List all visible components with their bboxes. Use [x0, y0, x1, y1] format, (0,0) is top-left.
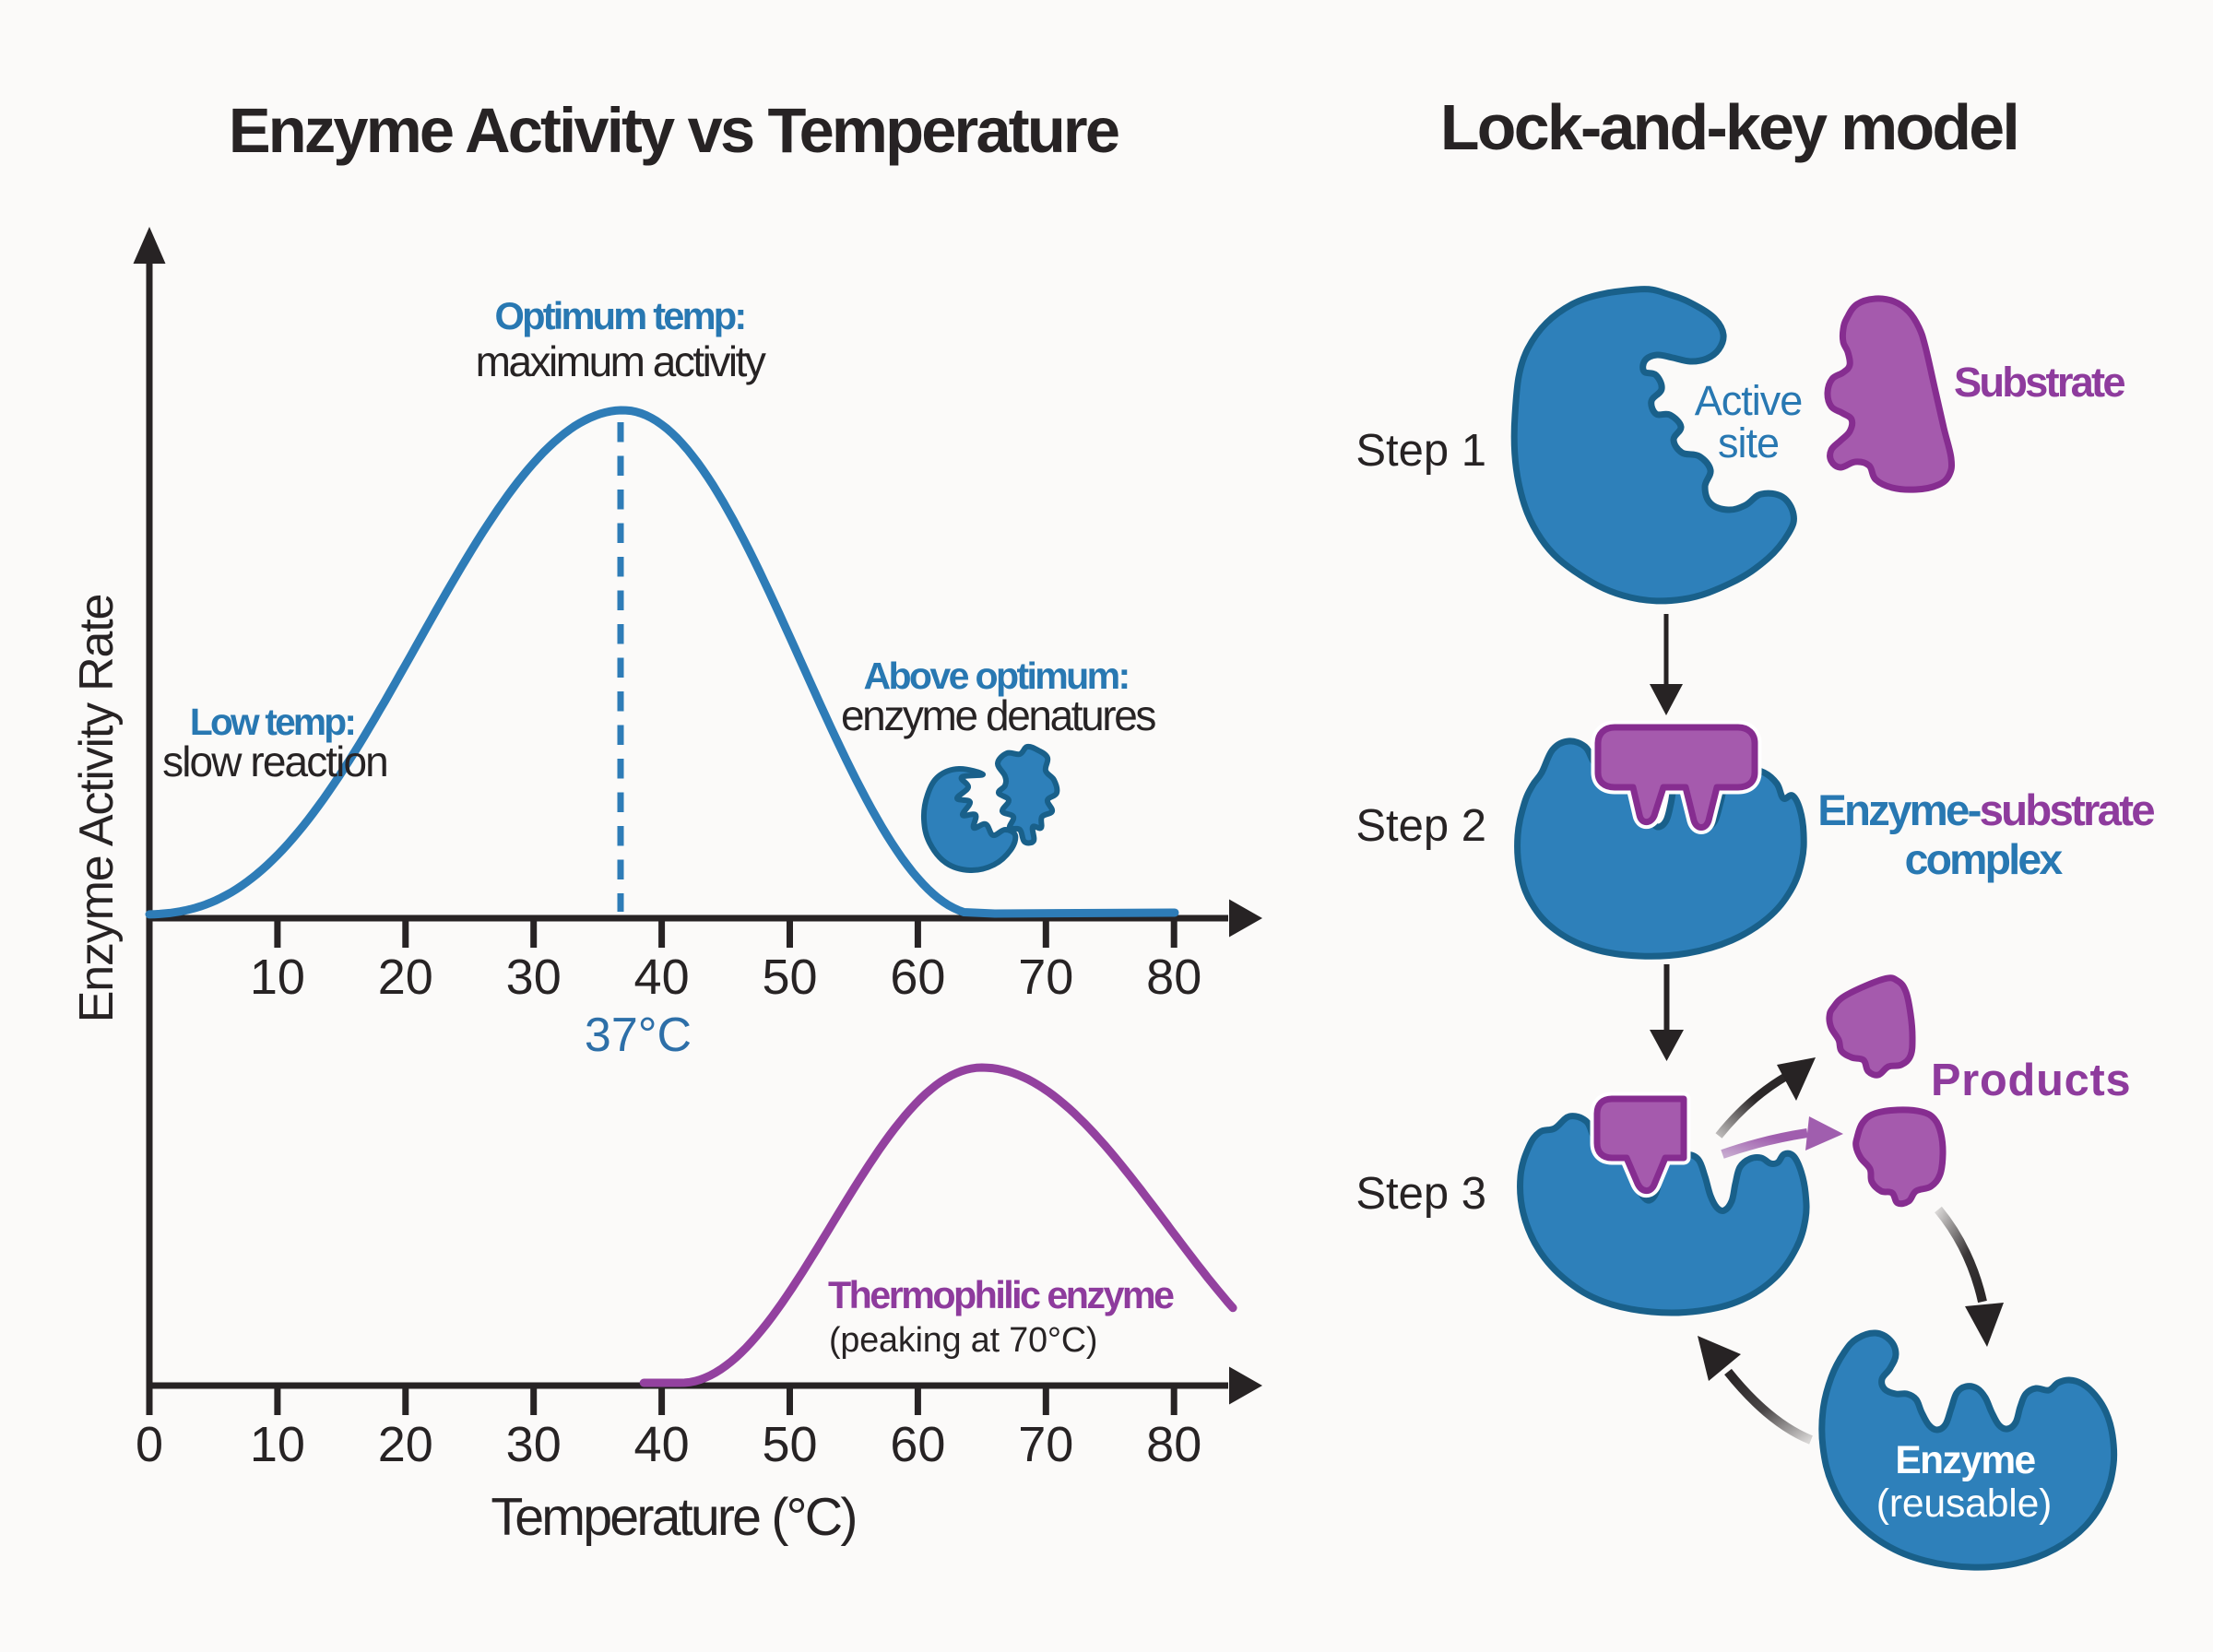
svg-text:site: site [1718, 419, 1779, 466]
svg-text:30: 30 [506, 950, 562, 1005]
svg-text:Optimum temp:: Optimum temp: [495, 294, 745, 337]
svg-text:Enzyme Activity Rate: Enzyme Activity Rate [70, 595, 124, 1022]
svg-text:40: 40 [634, 1417, 690, 1472]
svg-text:Step 2: Step 2 [1355, 801, 1486, 851]
svg-text:50: 50 [762, 950, 817, 1005]
svg-text:Products: Products [1931, 1056, 2131, 1105]
svg-text:20: 20 [378, 950, 433, 1005]
svg-text:(peaking at 70°C): (peaking at 70°C) [829, 1320, 1097, 1359]
svg-text:(reusable): (reusable) [1876, 1481, 2052, 1526]
svg-text:10: 10 [250, 950, 305, 1005]
svg-text:Enzyme Activity vs Temperature: Enzyme Activity vs Temperature [229, 95, 1118, 166]
svg-text:80: 80 [1146, 1417, 1201, 1472]
svg-text:60: 60 [890, 1417, 945, 1472]
svg-text:10: 10 [250, 1417, 305, 1472]
svg-text:slow reaction: slow reaction [162, 738, 387, 785]
svg-text:20: 20 [378, 1417, 433, 1472]
svg-text:Step 1: Step 1 [1355, 426, 1486, 476]
svg-text:Low temp:: Low temp: [190, 701, 354, 743]
svg-text:40: 40 [634, 950, 690, 1005]
svg-text:Lock-and-key model: Lock-and-key model [1440, 91, 2018, 163]
svg-text:complex: complex [1905, 835, 2064, 883]
svg-text:Active: Active [1695, 377, 1803, 424]
svg-text:Step 3: Step 3 [1355, 1169, 1486, 1219]
svg-text:Enzyme: Enzyme [1895, 1439, 2035, 1482]
svg-text:Thermophilic enzyme: Thermophilic enzyme [828, 1274, 1174, 1316]
svg-text:50: 50 [762, 1417, 817, 1472]
svg-text:30: 30 [506, 1417, 562, 1472]
svg-text:80: 80 [1146, 950, 1201, 1005]
svg-text:60: 60 [890, 950, 945, 1005]
svg-text:70: 70 [1018, 1417, 1073, 1472]
svg-text:0: 0 [136, 1417, 163, 1472]
svg-text:enzyme denatures: enzyme denatures [841, 691, 1155, 739]
svg-text:Temperature (°C): Temperature (°C) [491, 1488, 855, 1547]
svg-text:37°C: 37°C [585, 1009, 692, 1062]
svg-text:Enzyme-substrate: Enzyme-substrate [1817, 786, 2154, 835]
svg-text:maximum activity: maximum activity [476, 337, 766, 385]
svg-text:Substrate: Substrate [1954, 359, 2124, 406]
svg-text:Above optimum:: Above optimum: [863, 655, 1128, 697]
svg-text:70: 70 [1018, 950, 1073, 1005]
